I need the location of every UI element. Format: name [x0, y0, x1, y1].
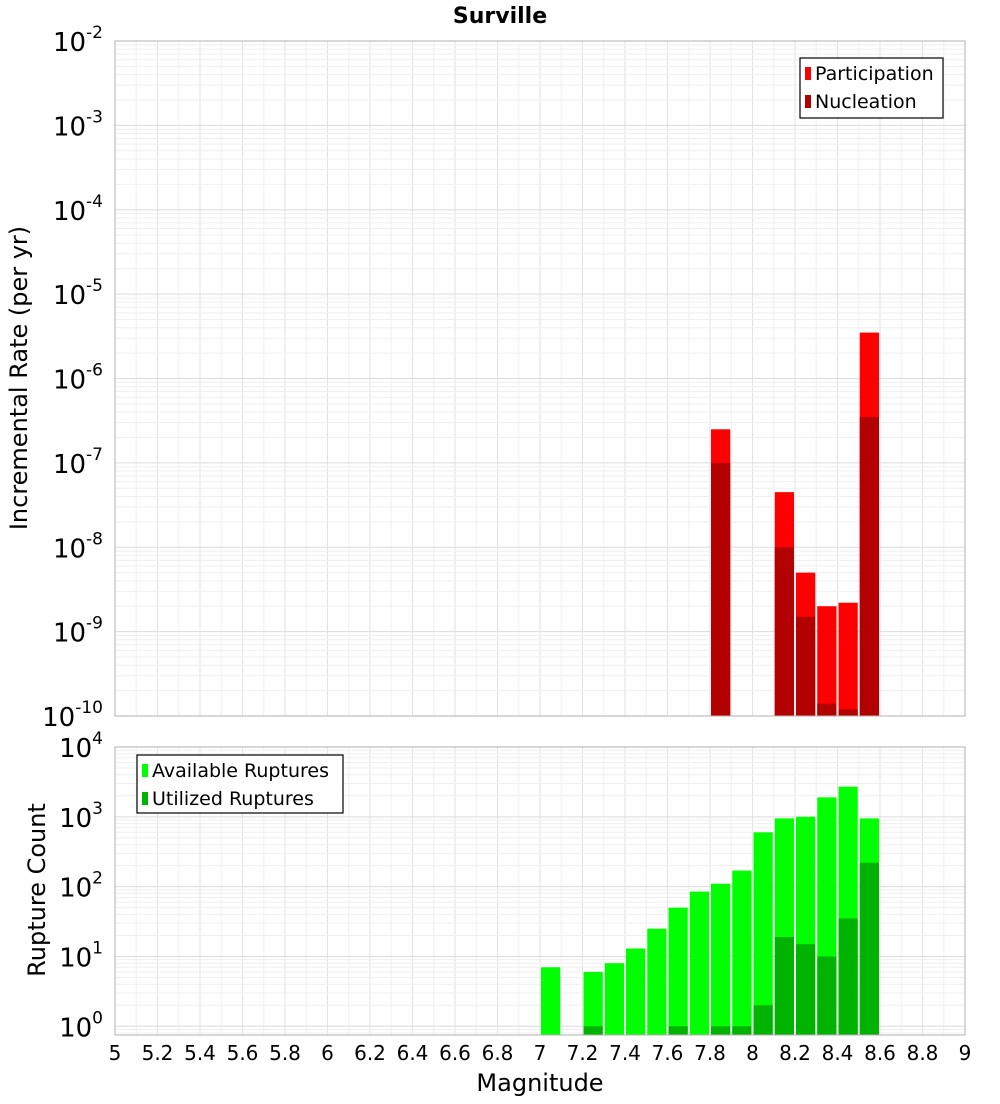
bar-utilized-ruptures [753, 1005, 773, 1035]
grid [114, 41, 966, 717]
bar-nucleation [838, 709, 858, 716]
y-tick-label: 10-10 [42, 698, 103, 733]
x-tick-label: 5.2 [142, 1041, 174, 1065]
x-tick-label: 8.6 [864, 1041, 896, 1065]
bar-utilized-ruptures [774, 936, 794, 1035]
bar-nucleation [817, 703, 837, 716]
bar-nucleation [859, 416, 879, 716]
x-tick-label: 7.4 [609, 1041, 641, 1065]
y-tick-label: 104 [59, 729, 103, 764]
x-tick-label: 5.8 [269, 1041, 301, 1065]
legend-label: Participation [815, 63, 934, 85]
y-tick-label: 10-6 [53, 361, 103, 396]
legend-swatch [805, 95, 811, 108]
y-tick-label: 10-5 [53, 276, 103, 311]
bar-utilized-ruptures [838, 918, 858, 1035]
x-tick-label: 6.4 [397, 1041, 429, 1065]
legend-swatch [142, 764, 148, 777]
y-tick-label: 10-7 [53, 445, 103, 480]
bar-nucleation [774, 547, 794, 716]
bar-available-ruptures [753, 832, 773, 1035]
bar-utilized-ruptures [732, 1026, 752, 1035]
bar-nucleation [796, 616, 816, 716]
bar-utilized-ruptures [859, 862, 879, 1035]
bar-utilized-ruptures [583, 1026, 603, 1035]
bar-available-ruptures [647, 928, 667, 1035]
bar-utilized-ruptures [711, 1026, 731, 1035]
x-tick-label: 6.6 [439, 1041, 471, 1065]
bar-nucleation [711, 462, 731, 716]
x-tick-label: 9 [959, 1041, 972, 1065]
y-tick-label: 101 [59, 938, 103, 973]
series-nucleation [711, 416, 879, 716]
plot-frame [114, 746, 966, 1036]
bar-available-ruptures [626, 948, 646, 1035]
bar-available-ruptures [541, 967, 561, 1035]
legend-swatch [142, 792, 148, 805]
y-tick-label: 10-4 [53, 192, 103, 227]
y-tick-label: 102 [59, 869, 103, 904]
legend: Participation Nucleation [799, 57, 944, 119]
bar-utilized-ruptures [796, 944, 816, 1035]
x-tick-label: 6.2 [354, 1041, 386, 1065]
bar-available-ruptures [583, 971, 603, 1035]
y-tick-label: 10-9 [53, 614, 103, 649]
x-tick-label: 7 [534, 1041, 547, 1065]
bar-available-ruptures [604, 963, 624, 1035]
y-tick-label: 10-3 [53, 107, 103, 142]
bar-participation [817, 606, 837, 716]
bar-available-ruptures [668, 907, 688, 1035]
x-axis-label: Magnitude [476, 1069, 603, 1097]
x-tick-label: 6 [321, 1041, 334, 1065]
x-tick-label: 5.6 [227, 1041, 259, 1065]
bar-utilized-ruptures [668, 1026, 688, 1035]
legend-swatch [805, 67, 811, 80]
x-tick-label: 6.8 [482, 1041, 514, 1065]
legend-label: Available Ruptures [152, 760, 329, 782]
x-tick-label: 7.2 [567, 1041, 599, 1065]
legend-box [136, 754, 344, 814]
x-tick-label: 8 [746, 1041, 759, 1065]
legend: Available Ruptures Utilized Ruptures [136, 754, 344, 814]
series-utilized-ruptures [583, 862, 879, 1035]
bottom-y-axis-label: Rupture Count [23, 803, 51, 977]
plot-frame [114, 40, 966, 717]
y-tick-label: 100 [59, 1008, 103, 1043]
bar-available-ruptures [711, 883, 731, 1035]
panel-rate: 10-10 10-9 10-8 10-7 10-6 10-5 10-4 10-3 10-2 Par… [42, 23, 966, 733]
bar-utilized-ruptures [817, 956, 837, 1035]
x-tick-label: 5 [109, 1041, 122, 1065]
bar-available-ruptures [732, 870, 752, 1035]
y-tick-label: 103 [59, 799, 103, 834]
bar-available-ruptures [689, 891, 709, 1035]
y-tick-label: 10-8 [53, 529, 103, 564]
x-tick-label: 8.8 [907, 1041, 939, 1065]
x-tick-label: 8.4 [822, 1041, 854, 1065]
legend-box [799, 57, 944, 119]
legend-label: Utilized Ruptures [152, 788, 314, 810]
x-tick-label: 7.8 [694, 1041, 726, 1065]
panel-count: 100 101 102 103 104 5 5.2 5.4 5.6 5.8 6 6.2 6.4 6.6 6.… [59, 729, 971, 1065]
x-tick-label: 8.2 [779, 1041, 811, 1065]
plot-layer: 10-10 10-9 10-8 10-7 10-6 10-5 10-4 10-3 10-2 Par… [42, 23, 971, 1065]
chart-title: Surville [453, 4, 547, 29]
top-y-axis-label: Incremental Rate (per yr) [5, 226, 33, 530]
bar-participation [838, 602, 858, 716]
x-tick-label: 5.4 [184, 1041, 216, 1065]
x-tick-label: 7.6 [652, 1041, 684, 1065]
y-tick-label: 10-2 [53, 23, 103, 58]
legend-label: Nucleation [815, 91, 917, 113]
